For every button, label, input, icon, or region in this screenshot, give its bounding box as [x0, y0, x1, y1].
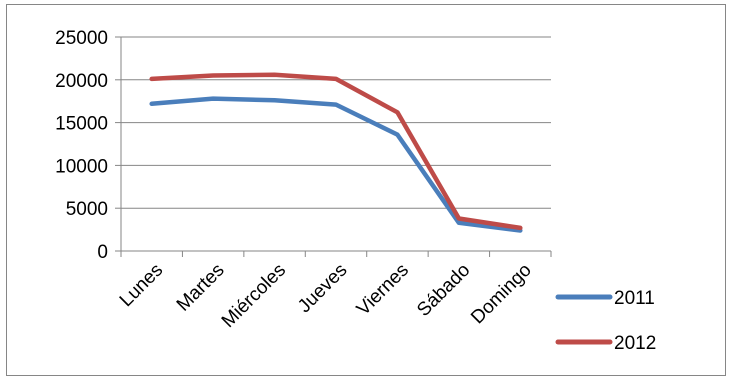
x-tick-label: Viernes: [353, 260, 413, 320]
x-tick-label: Martes: [173, 260, 229, 316]
y-tick-labels: 0 5000 10000 15000 20000 25000: [55, 28, 108, 263]
series-line-2012: [149, 72, 523, 231]
x-tick-label: Domingo: [467, 260, 536, 329]
legend-label: 2012: [614, 333, 656, 354]
y-tick-label: 15000: [55, 114, 108, 135]
x-tick-label: Lunes: [116, 260, 167, 311]
y-tick-label: 25000: [55, 28, 108, 49]
y-tick-label: 0: [97, 242, 108, 263]
x-tick-label: Jueves: [294, 260, 351, 317]
series-line-2011: [149, 96, 523, 233]
series-lines: [149, 72, 523, 233]
axes: [115, 36, 552, 257]
y-tick-label: 5000: [66, 199, 108, 220]
x-tick-label: Miércoles: [218, 260, 290, 332]
legend-label: 2011: [614, 288, 655, 309]
grid-lines: [121, 36, 551, 209]
legend: 2011 2012: [555, 288, 656, 354]
x-tick-label: Sábado: [413, 260, 474, 321]
chart-frame: [6, 4, 726, 376]
y-tick-label: 20000: [55, 71, 108, 92]
y-tick-label: 10000: [55, 156, 108, 177]
